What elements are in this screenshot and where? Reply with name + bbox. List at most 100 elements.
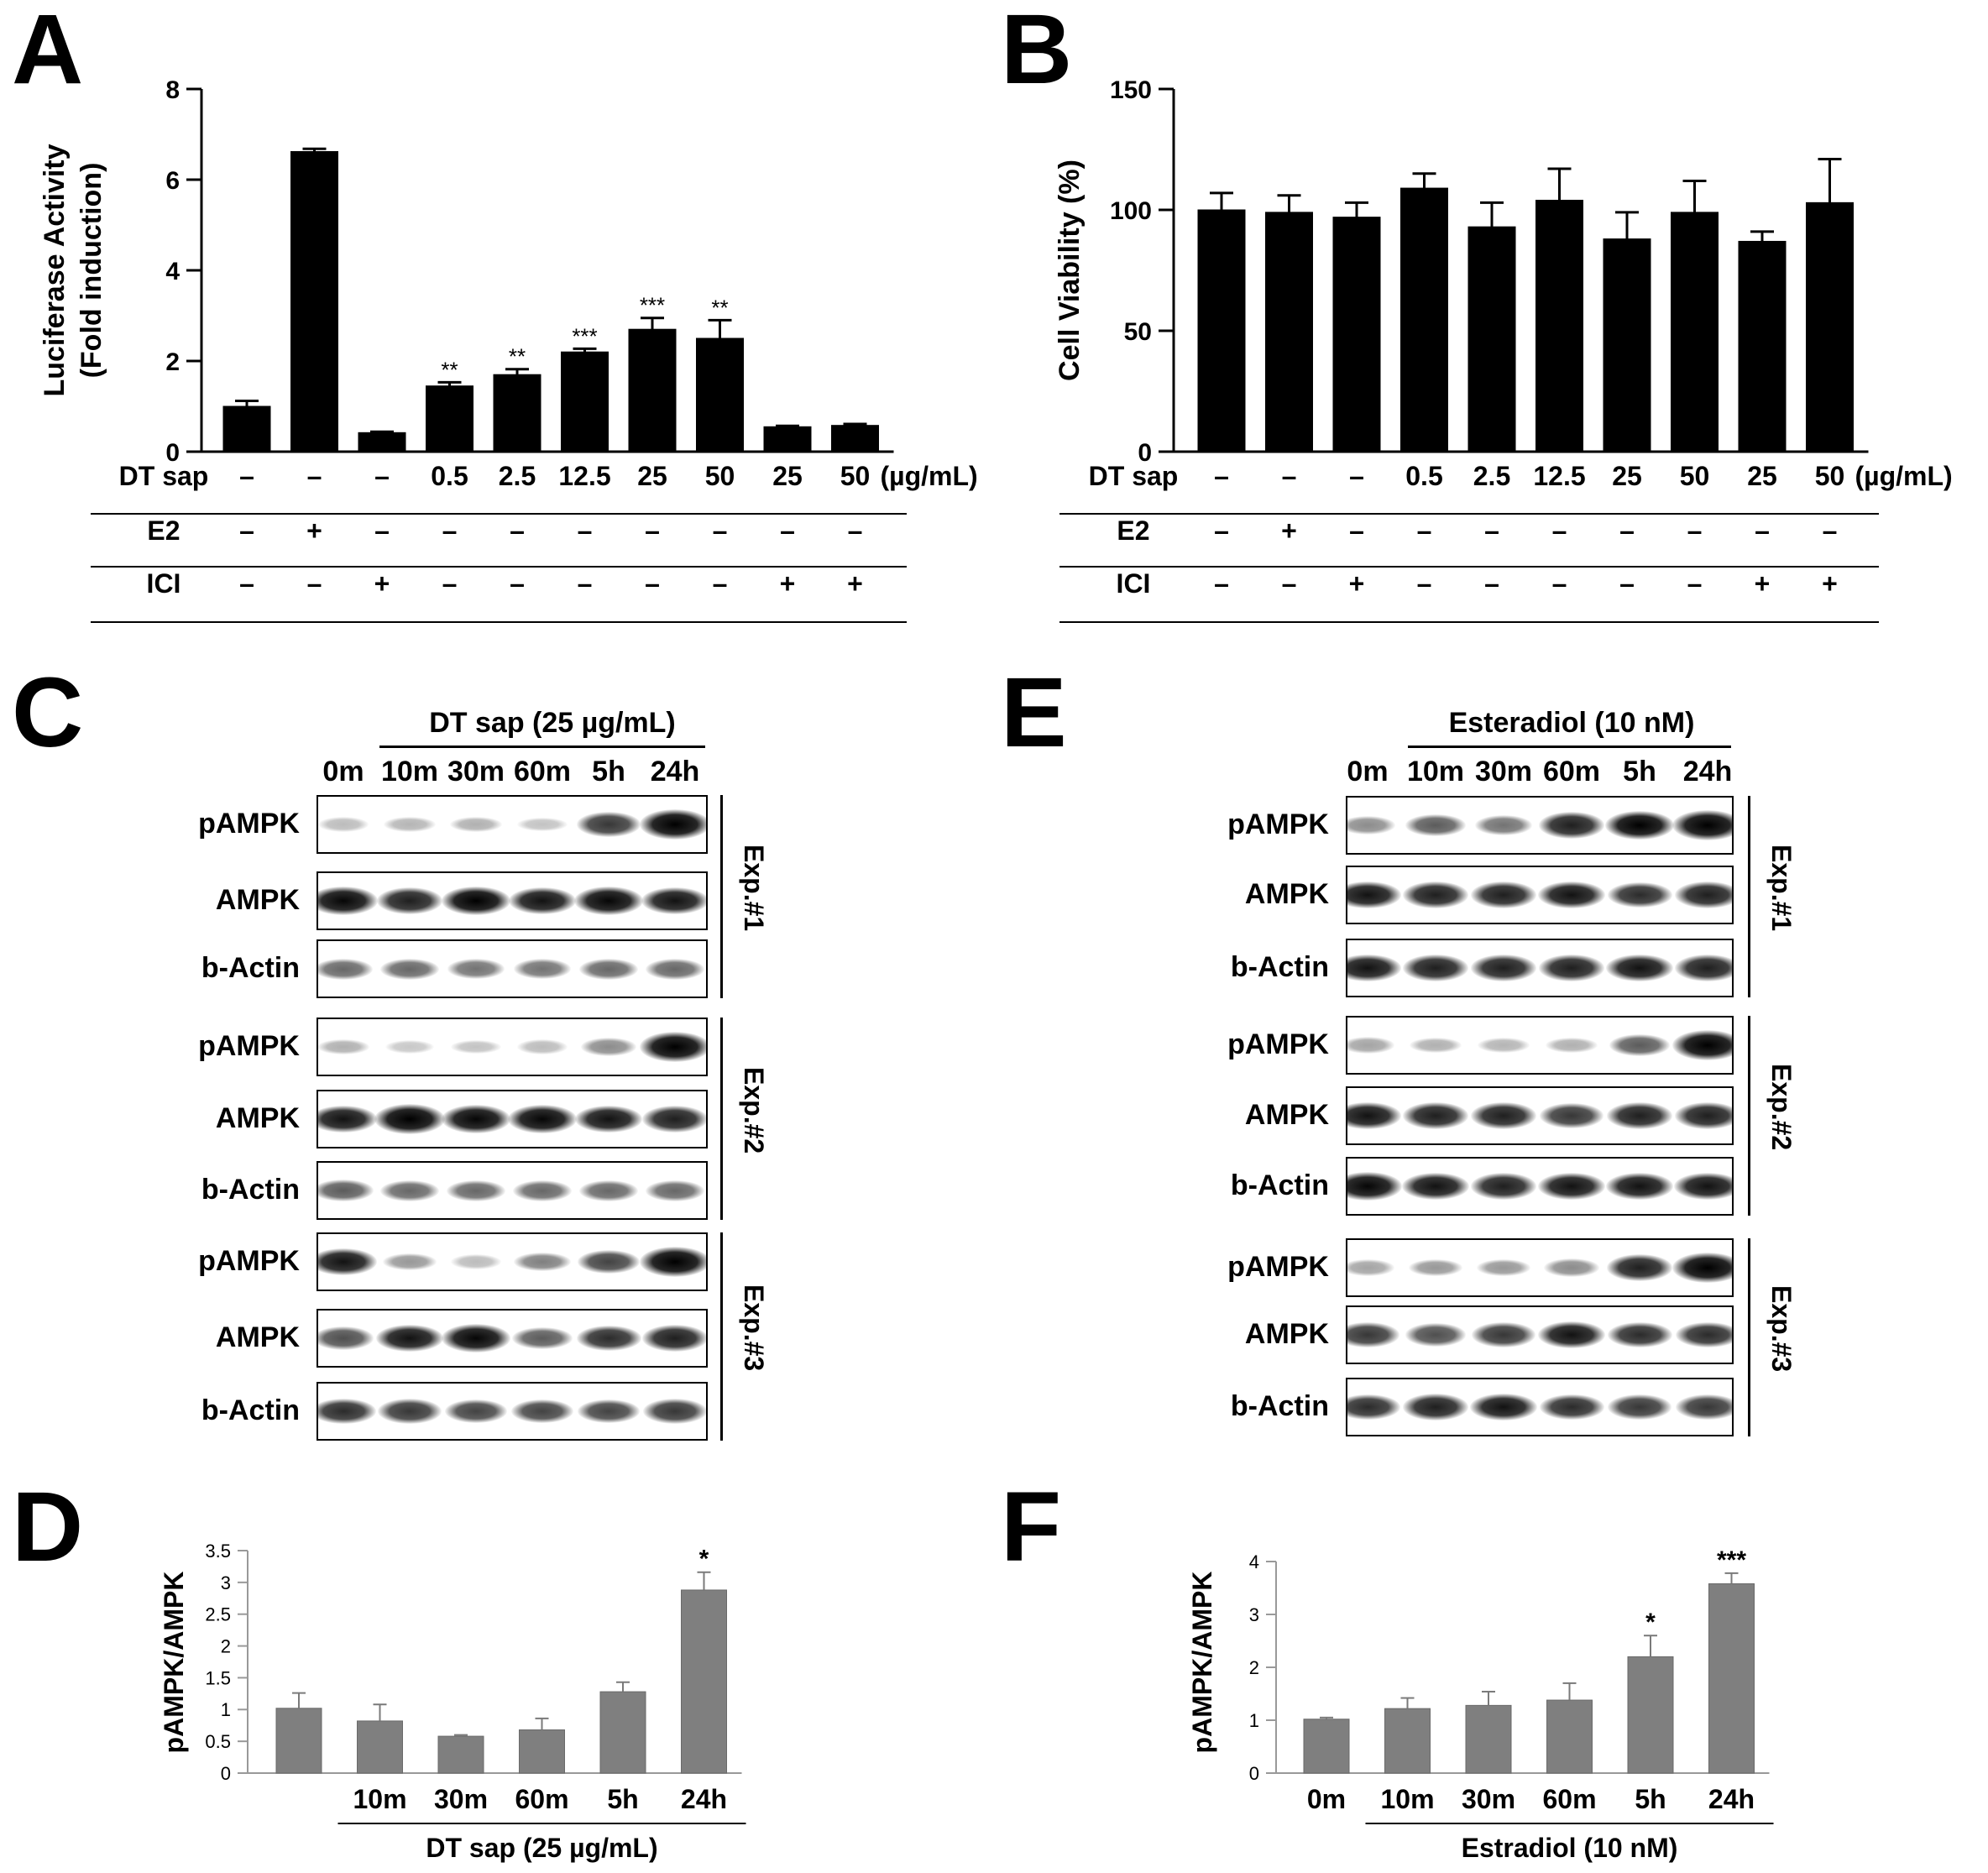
panel-label-f: F [1001,1472,1062,1583]
chart-f-bar [1303,1719,1350,1774]
blot-c-band [646,958,704,980]
chart-a-row-cell: – [510,515,525,546]
chart-a-significance: ** [441,357,458,382]
chart-b-bar [1603,238,1651,453]
blot-e-lane-label: 5h [1623,756,1656,787]
blot-c-membrane-strip [317,1090,708,1148]
chart-a-row-cell: 25 [637,461,667,491]
blot-e-exp-label: Exp.#1 [1766,845,1797,932]
chart-d-y-tick-label: 3.5 [205,1541,231,1562]
blot-e-band [1539,1394,1604,1420]
chart-a-y-tick-label: 4 [165,258,180,285]
blot-c-band [318,1326,374,1350]
blot-c-band [574,887,643,915]
chart-a-bar [763,426,812,453]
chart-a-row-label: ICI [147,568,181,599]
chart-b-row-cell: 50 [1815,461,1845,491]
chart-b-row-cell: – [1349,515,1364,546]
chart-d-bar [357,1720,403,1774]
blot-e-band [1347,1394,1400,1420]
blot-e-band [1402,1394,1469,1420]
blot-c-lane-label: 10m [380,756,439,787]
chart-b-bar [1265,212,1313,453]
blot-c-band [318,1105,377,1133]
blot-c-band [577,1249,641,1274]
blot-c-band [516,1039,568,1054]
chart-d-significance: * [699,1546,709,1573]
blot-e-band [1538,955,1605,981]
blot-e-band [1672,810,1732,840]
blot-c-row-label: pAMPK [198,1030,300,1062]
blot-c-membrane-strip [317,871,708,930]
blot-c-row-label: pAMPK [198,1245,300,1277]
chart-a-row-cell: – [645,568,660,599]
blot-c-band [508,1105,577,1133]
blot-e-band [1347,1172,1402,1201]
blot-c-row-label: b-Actin [201,1174,300,1206]
blot-e-band [1347,816,1395,834]
blot-e-band [1410,1037,1462,1054]
chart-f-x-title: Estradiol (10 nM) [1462,1833,1678,1863]
chart-b-row-cell: – [1214,461,1229,491]
chart-b-row-cell: – [1823,515,1838,546]
chart-a-row-cell: – [374,461,390,491]
blot-c-band [581,1038,636,1056]
blot-c-membrane-strip [317,1161,708,1220]
blot-c-band [514,1252,571,1272]
chart-d-bar [437,1735,484,1774]
blot-e-band [1606,1254,1673,1281]
blot-c-band [441,886,511,916]
chart-b-row-cell: – [1552,568,1567,599]
blot-e-membrane-strip [1346,1305,1734,1364]
blot-c-title-line [379,746,705,748]
blot-c-band [376,1324,443,1352]
chart-f-y-tick-label: 1 [1249,1710,1259,1731]
chart-b-row-label: E2 [1117,515,1149,546]
chart-b-bar [1400,187,1448,453]
blot-c-membrane-strip [317,1232,708,1291]
chart-d-y-tick-label: 0 [221,1763,231,1784]
chart-a-bar [426,385,473,453]
blot-c-membrane-strip [317,1018,708,1076]
chart-a-y-tick-label: 2 [165,348,180,376]
blot-e-lane-label: 24h [1682,756,1733,787]
chart-b-bar [1806,201,1854,453]
chart-b-row-cell: + [1755,568,1771,599]
chart-a-row-cell: 25 [772,461,803,491]
chart-f-y-tick-label: 0 [1249,1763,1259,1784]
blot-e-membrane-strip [1346,1378,1734,1436]
blot-e-band [1540,1103,1603,1128]
blot-c-band [318,1039,369,1055]
blot-e-title-line [1408,746,1731,748]
blot-c-band [318,1248,377,1276]
blot-c-band [318,958,373,980]
chart-b-row-cell: 25 [1612,461,1642,491]
chart-b-y-tick-label: 50 [1124,318,1152,346]
chart-a-row-cell: – [239,461,254,491]
chart-a-row-cell: – [239,515,254,546]
chart-f-bar [1465,1704,1512,1774]
chart-b-row-cell: – [1417,515,1432,546]
blot-e-band [1672,1030,1732,1060]
blot-e-band [1606,1102,1673,1129]
blot-c-band [640,1247,706,1277]
blot-c-membrane-strip [317,939,708,998]
blot-e-exp-bracket [1748,1016,1750,1216]
chart-a-row-cell: + [847,568,863,599]
chart-a-row-cell: – [713,515,728,546]
chart-f-y-tick-label: 3 [1249,1604,1259,1625]
chart-f-x-tick-label: 10m [1380,1784,1434,1814]
chart-a-row-cell: 50 [840,461,871,491]
chart-a-row-unit: (µg/mL) [881,461,978,491]
chart-f-bar [1708,1583,1755,1774]
blot-e-row-label: b-Actin [1230,1390,1329,1422]
blot-c-lane-label: 5h [592,756,625,787]
chart-d-x-tick-label: 24h [681,1784,727,1814]
blot-c-band [577,812,641,837]
chart-b-y-tick-label: 100 [1110,197,1152,225]
chart-d-x-title: DT sap (25 µg/mL) [426,1833,657,1863]
blot-e-band [1674,1102,1732,1129]
chart-a-row-cell: + [374,568,390,599]
blot-e-band [1402,1172,1469,1201]
